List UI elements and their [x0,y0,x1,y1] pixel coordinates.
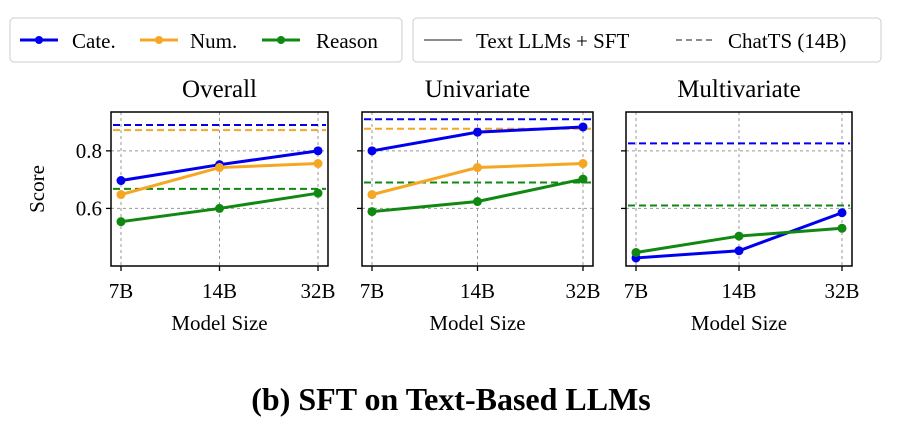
plot-frame [361,111,594,267]
data-point [116,190,126,200]
x-tick-label: 14B [721,279,756,303]
series-line-reason [371,177,584,214]
plot-frame [625,111,853,267]
legend-label-reason: Reason [316,29,378,53]
panel-title: Overall [182,76,257,103]
legend-series: Cate. Num. Reason [9,17,403,63]
x-axis-label: Model Size [691,311,787,335]
x-tick-label: 32B [824,279,859,303]
x-axis-label: Model Size [429,311,525,335]
data-point [734,246,744,256]
data-point [313,188,323,198]
data-point [116,217,126,227]
legend-marker-cate [35,36,43,44]
legend-label-cate: Cate. [72,29,116,53]
data-point [116,176,126,186]
plot-frame [110,111,329,267]
y-tick-label: 0.8 [76,139,102,163]
y-axis-label: Score [25,165,49,213]
data-point [734,231,744,241]
data-point [367,146,377,156]
legend-label-chatts: ChatTS (14B) [728,29,846,53]
figure-caption: (b) SFT on Text-Based LLMs [251,381,651,417]
data-point [578,122,588,132]
data-point [473,127,482,137]
data-point [578,159,588,169]
data-point [367,207,377,217]
legend-marker-reason [277,36,285,44]
data-point [578,174,588,184]
y-tick-label: 0.6 [76,196,102,220]
x-tick-label: 14B [460,279,495,303]
data-point [215,163,224,173]
panel-univariate: 7B 14B 32B Univariate Model Size [357,76,601,335]
data-point [473,163,482,173]
x-tick-label: 14B [202,279,237,303]
data-point [313,146,323,156]
panel-multivariate: 7B 14B 32B Multivariate Model Size [621,76,860,335]
x-tick-label: 7B [360,279,385,303]
data-point [837,208,847,218]
legend-label-text-llms: Text LLMs + SFT [476,29,629,53]
x-tick-label: 32B [300,279,335,303]
x-axis-label: Model Size [171,311,267,335]
legend-marker-num [155,36,163,44]
panel-title: Univariate [425,76,531,103]
x-tick-label: 7B [109,279,134,303]
data-point [473,197,482,207]
x-tick-label: 32B [565,279,600,303]
x-tick-label: 7B [624,279,649,303]
data-point [367,190,377,200]
panel-overall: 0.6 0.8 7B 14B 32B Overall Model Size Score [25,76,336,335]
data-point [313,159,323,169]
data-point [631,247,641,257]
legend-label-num: Num. [190,29,237,53]
legend-styles: Text LLMs + SFT ChatTS (14B) [412,17,882,63]
data-point [837,223,847,233]
panel-title: Multivariate [677,76,801,103]
data-point [215,203,224,213]
